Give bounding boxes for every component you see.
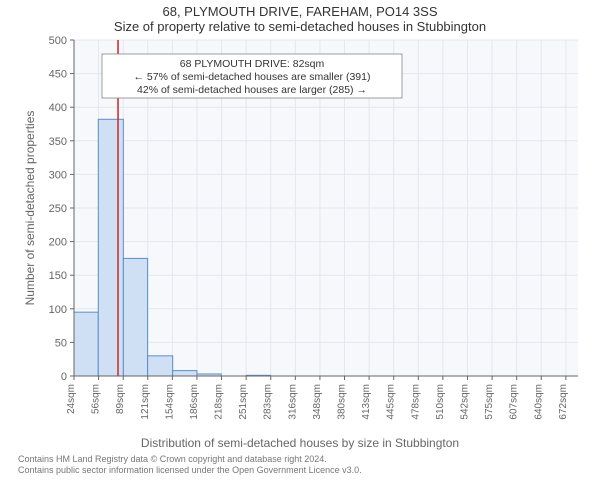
svg-text:348sqm: 348sqm — [312, 384, 323, 420]
svg-text:186sqm: 186sqm — [189, 384, 200, 420]
svg-text:316sqm: 316sqm — [287, 384, 298, 420]
svg-text:Number of semi-detached proper: Number of semi-detached properties — [23, 111, 37, 306]
histogram-chart: 0 50 100 150 200 250 300 350 400 450 500 24sqm 56sqm… — [18, 34, 586, 434]
footer-line1: Contains HM Land Registry data © Crown c… — [18, 454, 600, 465]
svg-text:24sqm: 24sqm — [66, 384, 77, 414]
svg-text:672sqm: 672sqm — [558, 384, 569, 420]
svg-text:500: 500 — [49, 35, 67, 47]
svg-text:450: 450 — [49, 69, 67, 81]
svg-text:← 57% of semi-detached houses: ← 57% of semi-detached houses are smalle… — [134, 71, 371, 83]
svg-text:250: 250 — [49, 203, 67, 215]
svg-text:68 PLYMOUTH DRIVE: 82sqm: 68 PLYMOUTH DRIVE: 82sqm — [180, 58, 325, 70]
chart-title-address: 68, PLYMOUTH DRIVE, FAREHAM, PO14 3SS — [0, 4, 600, 19]
svg-text:478sqm: 478sqm — [410, 384, 421, 420]
svg-text:251sqm: 251sqm — [238, 384, 249, 420]
svg-text:380sqm: 380sqm — [337, 384, 348, 420]
svg-text:413sqm: 413sqm — [361, 384, 372, 420]
footer-attribution: Contains HM Land Registry data © Crown c… — [0, 454, 600, 476]
svg-text:56sqm: 56sqm — [91, 384, 102, 414]
svg-text:575sqm: 575sqm — [484, 384, 495, 420]
svg-text:640sqm: 640sqm — [533, 384, 544, 420]
svg-text:283sqm: 283sqm — [263, 384, 274, 420]
svg-text:510sqm: 510sqm — [435, 384, 446, 420]
chart-title-subtitle: Size of property relative to semi-detach… — [0, 19, 600, 34]
svg-text:42% of semi-detached houses ar: 42% of semi-detached houses are larger (… — [137, 84, 367, 96]
svg-text:200: 200 — [49, 237, 67, 249]
svg-text:0: 0 — [61, 371, 67, 383]
svg-text:154sqm: 154sqm — [164, 384, 175, 420]
svg-text:300: 300 — [49, 169, 67, 181]
svg-text:400: 400 — [49, 102, 67, 114]
svg-text:218sqm: 218sqm — [214, 384, 225, 420]
footer-line2: Contains public sector information licen… — [18, 465, 600, 476]
svg-text:50: 50 — [55, 337, 67, 349]
svg-text:121sqm: 121sqm — [140, 384, 151, 420]
svg-text:100: 100 — [49, 304, 67, 316]
chart-container: 0 50 100 150 200 250 300 350 400 450 500 24sqm 56sqm… — [18, 34, 586, 434]
x-axis-label: Distribution of semi-detached houses by … — [0, 436, 600, 450]
svg-text:89sqm: 89sqm — [115, 384, 126, 414]
svg-text:150: 150 — [49, 270, 67, 282]
svg-text:350: 350 — [49, 136, 67, 148]
svg-text:542sqm: 542sqm — [459, 384, 470, 420]
svg-text:445sqm: 445sqm — [386, 384, 397, 420]
svg-text:607sqm: 607sqm — [509, 384, 520, 420]
